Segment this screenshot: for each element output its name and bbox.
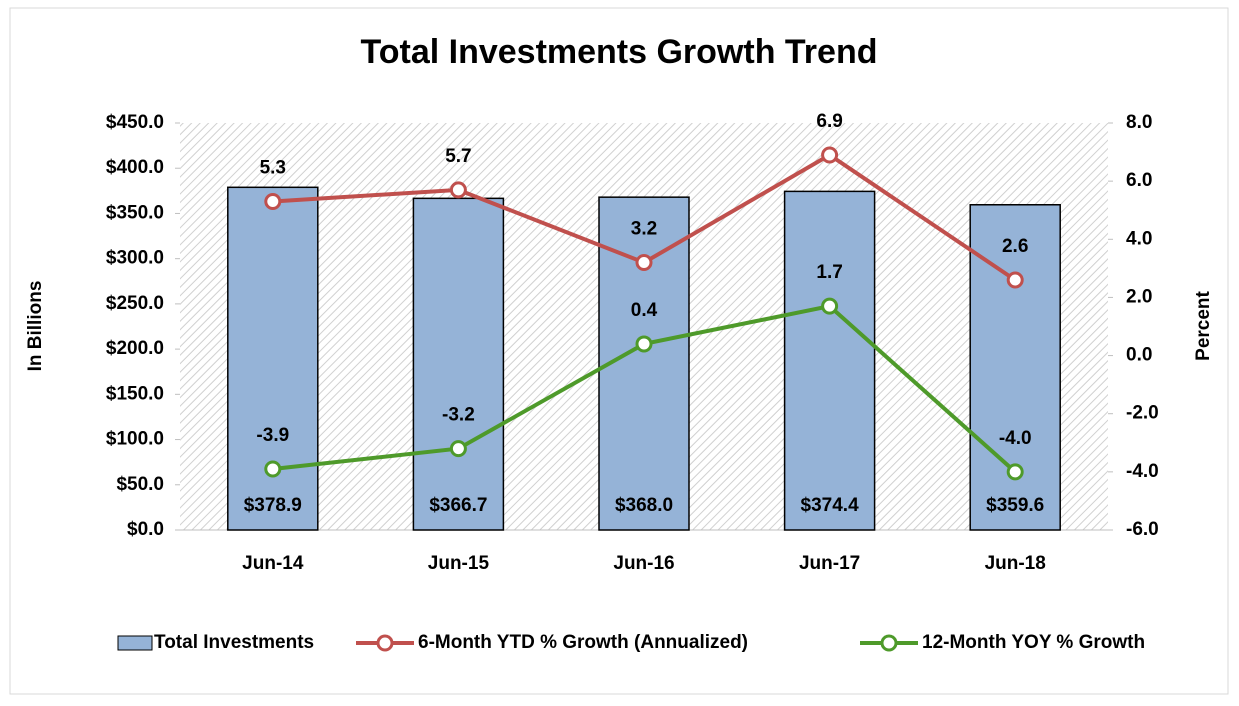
line-value-label: -3.2 xyxy=(442,405,475,426)
y2-tick-label: 4.0 xyxy=(1126,228,1152,249)
y-tick-label: $200.0 xyxy=(106,338,164,359)
x-tick-label: Jun-16 xyxy=(613,553,674,574)
y-tick-label: $50.0 xyxy=(116,474,164,495)
line-point xyxy=(449,181,467,199)
y-tick-label: $0.0 xyxy=(127,519,164,540)
line-point xyxy=(821,297,839,315)
chart-title: Total Investments Growth Trend xyxy=(361,33,878,71)
line-value-label: 0.4 xyxy=(631,300,658,321)
legend-label: 12-Month YOY % Growth xyxy=(922,632,1145,653)
legend-marker xyxy=(376,634,394,652)
bar xyxy=(412,197,505,531)
bar xyxy=(783,190,876,531)
y-tick-label: $300.0 xyxy=(106,248,164,269)
y2-axis-label: Percent xyxy=(1193,290,1214,360)
line-value-label: 5.3 xyxy=(260,158,286,179)
line-point xyxy=(264,192,282,210)
line-value-label: 6.9 xyxy=(816,111,842,132)
y-axis-label: In Billions xyxy=(25,281,46,372)
x-tick-label: Jun-14 xyxy=(242,553,304,574)
bar xyxy=(227,186,319,531)
y2-tick-label: 2.0 xyxy=(1126,286,1152,307)
line-value-label: -4.0 xyxy=(999,428,1032,449)
line-point xyxy=(635,254,653,272)
bar-value-label: $378.9 xyxy=(244,495,302,516)
legend-label: Total Investments xyxy=(154,632,314,653)
line-point xyxy=(1006,271,1024,289)
y2-tick-label: 6.0 xyxy=(1126,170,1152,191)
line-point xyxy=(821,146,839,164)
y-tick-label: $400.0 xyxy=(106,157,164,178)
legend-swatch xyxy=(117,635,153,651)
line-point xyxy=(1006,463,1024,481)
line-value-label: 3.2 xyxy=(631,219,657,240)
line-point xyxy=(449,440,467,458)
y2-tick-label: -6.0 xyxy=(1126,519,1159,540)
legend-marker xyxy=(880,634,898,652)
y2-tick-label: -2.0 xyxy=(1126,403,1159,424)
y2-tick-label: -4.0 xyxy=(1126,461,1159,482)
x-tick-label: Jun-17 xyxy=(799,553,860,574)
y2-tick-label: 0.0 xyxy=(1126,345,1152,366)
line-value-label: 2.6 xyxy=(1002,236,1028,257)
line-value-label: 5.7 xyxy=(445,146,471,167)
x-tick-label: Jun-15 xyxy=(428,553,490,574)
line-point xyxy=(635,335,653,353)
y-tick-label: $250.0 xyxy=(106,293,164,314)
y2-tick-label: 8.0 xyxy=(1126,112,1152,133)
bar-value-label: $368.0 xyxy=(615,495,673,516)
y-tick-label: $150.0 xyxy=(106,383,164,404)
y-tick-label: $450.0 xyxy=(106,112,164,133)
legend-label: 6-Month YTD % Growth (Annualized) xyxy=(418,632,748,653)
x-tick-label: Jun-18 xyxy=(985,553,1046,574)
line-value-label: -3.9 xyxy=(256,425,289,446)
bar-value-label: $374.4 xyxy=(801,495,860,516)
y-tick-label: $350.0 xyxy=(106,202,164,223)
bar-value-label: $359.6 xyxy=(986,495,1044,516)
y-tick-label: $100.0 xyxy=(106,429,164,450)
line-value-label: 1.7 xyxy=(816,262,842,283)
line-point xyxy=(264,460,282,478)
bar-value-label: $366.7 xyxy=(429,495,487,516)
